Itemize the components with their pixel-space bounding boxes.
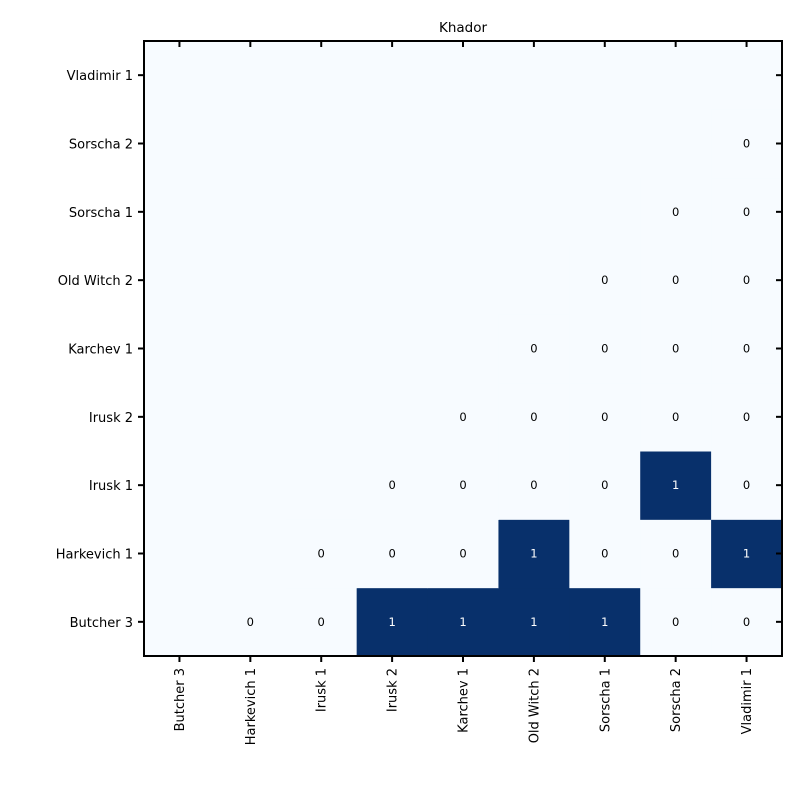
cell-value-label: 0 (459, 547, 466, 561)
cell-value-label: 0 (530, 342, 537, 356)
cell-value-label: 0 (530, 410, 537, 424)
heatmap-cell (356, 587, 429, 657)
heatmap-cell (640, 382, 712, 452)
heatmap-cell (427, 519, 499, 589)
y-axis-tick-labels: Butcher 3 Harkevich 1 Irusk 1 Irusk 2 Karche… (56, 69, 133, 631)
heatmap-cell (427, 382, 499, 452)
heatmap-cell (356, 519, 429, 589)
y-tick-label: Vladimir 1 (67, 69, 133, 84)
cell-value-label: 0 (743, 615, 750, 629)
heatmap-cell (640, 314, 712, 384)
chart-title: Khador (439, 20, 488, 36)
cell-value-label: 0 (672, 615, 679, 629)
y-tick-label: Karchev 1 (68, 343, 133, 358)
heatmap-cell (285, 519, 358, 589)
cell-value-label: 0 (388, 478, 395, 492)
cell-value-label: 1 (743, 547, 750, 561)
heatmap-cell (640, 246, 712, 315)
cell-value-label: 1 (530, 615, 537, 629)
y-tick-label: Sorscha 1 (69, 206, 133, 221)
cell-value-label: 0 (601, 273, 608, 287)
y-tick-label: Harkevich 1 (56, 548, 133, 563)
x-tick-label: Butcher 3 (173, 668, 188, 731)
plot-frame (143, 40, 783, 657)
cell-value-label: 0 (743, 205, 750, 219)
heatmap-cell (711, 109, 783, 179)
cell-value-label: 0 (743, 410, 750, 424)
cell-value-label: 0 (672, 547, 679, 561)
cell-value-label: 0 (743, 137, 750, 151)
cell-value-labels: 0 0 1 1 1 1 0 0 0 0 0 1 0 0 1 0 0 0 0 1 0 0 0 0 0 0 0 0 0 0 0 0 0 0 0 0 (247, 137, 751, 629)
heatmap-cell (569, 382, 641, 452)
heatmap-cell (711, 177, 783, 247)
cell-value-label: 1 (601, 615, 608, 629)
x-tick-label: Old Witch 2 (527, 668, 542, 743)
x-tick-label: Karchev 1 (457, 668, 472, 733)
heatmap-cell (640, 451, 712, 520)
cell-value-label: 0 (672, 342, 679, 356)
cell-value-label: 0 (601, 410, 608, 424)
heatmap-cell (356, 451, 429, 520)
heatmap-cell (640, 519, 712, 589)
heatmap-cell (711, 587, 783, 657)
cell-value-label: 0 (530, 478, 537, 492)
x-tick-label: Harkevich 1 (244, 668, 259, 745)
heatmap-cell (498, 314, 570, 384)
heatmap-cell (640, 177, 712, 247)
heatmap-cell (427, 451, 499, 520)
x-tick-label: Irusk 2 (386, 668, 401, 712)
cell-value-label: 0 (601, 547, 608, 561)
cell-value-label: 0 (459, 410, 466, 424)
cell-value-label: 0 (743, 273, 750, 287)
heatmap-cell (285, 587, 358, 657)
x-tick-label: Vladimir 1 (740, 668, 755, 734)
heatmap-cell (214, 587, 287, 657)
cell-value-label: 0 (459, 478, 466, 492)
x-tick-label: Irusk 1 (315, 668, 330, 712)
heatmap-cell (427, 587, 499, 657)
heatmap-cell (569, 519, 641, 589)
x-tick-label: Sorscha 2 (669, 668, 684, 732)
cell-value-label: 0 (388, 547, 395, 561)
cell-value-label: 0 (318, 615, 325, 629)
cell-value-label: 1 (459, 615, 466, 629)
heatmap-cell (711, 519, 783, 589)
y-tick-label: Butcher 3 (70, 616, 133, 631)
cell-value-label: 1 (530, 547, 537, 561)
heatmap-cell (569, 451, 641, 520)
cell-value-label: 0 (318, 547, 325, 561)
cell-value-label: 0 (601, 342, 608, 356)
heatmap-cell (498, 451, 570, 520)
cell-value-label: 0 (672, 410, 679, 424)
heatmap-cell (569, 314, 641, 384)
heatmap-cell (569, 246, 641, 315)
y-tick-label: Old Witch 2 (58, 274, 133, 289)
heatmap-cell (711, 382, 783, 452)
y-tick-label: Irusk 2 (89, 411, 133, 426)
heatmap-cell (498, 519, 570, 589)
x-tick-label: Sorscha 1 (598, 668, 613, 732)
x-axis-tick-labels: Butcher 3 Harkevich 1 Irusk 1 Irusk 2 Karche… (173, 668, 755, 745)
cell-value-label: 0 (672, 273, 679, 287)
cell-value-label: 1 (672, 478, 679, 492)
cell-value-label: 0 (672, 205, 679, 219)
heatmap-cell (640, 587, 712, 657)
cell-value-label: 0 (247, 615, 254, 629)
y-tick-label: Sorscha 2 (69, 138, 133, 153)
heatmap-cell (498, 587, 570, 657)
y-tick-label: Irusk 1 (89, 479, 133, 494)
heatmap-cell (711, 246, 783, 315)
heatmap-cell (569, 587, 641, 657)
cell-value-label: 0 (601, 478, 608, 492)
heatmap-cell (711, 451, 783, 520)
cell-value-label: 0 (743, 478, 750, 492)
heatmap-cells (214, 109, 783, 657)
heatmap-cell (498, 382, 570, 452)
heatmap-cell (711, 314, 783, 384)
cell-value-label: 1 (388, 615, 395, 629)
cell-value-label: 0 (743, 342, 750, 356)
